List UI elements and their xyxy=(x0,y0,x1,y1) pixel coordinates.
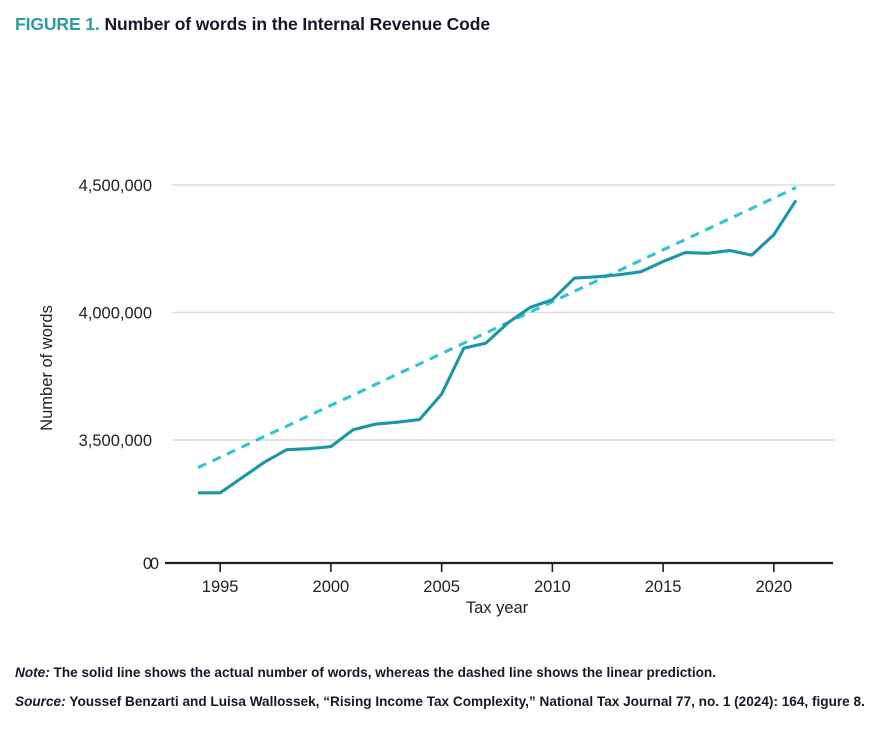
y-axis-title: Number of words xyxy=(38,305,56,431)
series-actual-words xyxy=(198,199,798,495)
y-tick-label: 4,500,000 xyxy=(79,177,152,195)
series-linear-prediction xyxy=(197,186,797,469)
line-chart: 0 3,500,000 4,000,000 4,500,000 0 1995 2000 20… xyxy=(38,177,835,617)
x-tick-label: 2020 xyxy=(755,578,792,596)
gridlines xyxy=(172,184,835,441)
y-tick-label: 3,500,000 xyxy=(79,432,152,450)
x-tick-label: 2010 xyxy=(534,578,571,596)
note-text: The solid line shows the actual number o… xyxy=(53,665,716,680)
figure-number-label: FIGURE 1. xyxy=(15,14,100,34)
note-row: Note: The solid line shows the actual nu… xyxy=(15,658,870,687)
y-tick-label-zero: 0 xyxy=(150,555,159,573)
chart-container: 0 3,500,000 4,000,000 4,500,000 0 1995 2000 20… xyxy=(0,60,885,640)
note-label: Note: xyxy=(15,665,50,680)
source-row: Source: Youssef Benzarti and Luisa Wallo… xyxy=(15,687,870,716)
source-text: Youssef Benzarti and Luisa Wallossek, “R… xyxy=(69,694,865,709)
figure-title: FIGURE 1. Number of words in the Interna… xyxy=(15,14,490,35)
x-tick-label: 2000 xyxy=(313,578,350,596)
figure-title-text: Number of words in the Internal Revenue … xyxy=(104,14,490,34)
source-label: Source: xyxy=(15,694,66,709)
x-axis-ticks: 1995 2000 2005 2010 2015 2020 xyxy=(202,563,792,596)
x-tick-label: 2015 xyxy=(645,578,682,596)
x-axis-title: Tax year xyxy=(466,599,529,617)
figure-footnotes: Note: The solid line shows the actual nu… xyxy=(15,658,870,716)
x-tick-label: 2005 xyxy=(423,578,460,596)
y-axis-tick-labels: 0 3,500,000 4,000,000 4,500,000 0 xyxy=(79,177,159,573)
y-tick-label: 0 xyxy=(143,555,152,573)
y-tick-label: 4,000,000 xyxy=(79,305,152,323)
x-tick-label: 1995 xyxy=(202,578,239,596)
